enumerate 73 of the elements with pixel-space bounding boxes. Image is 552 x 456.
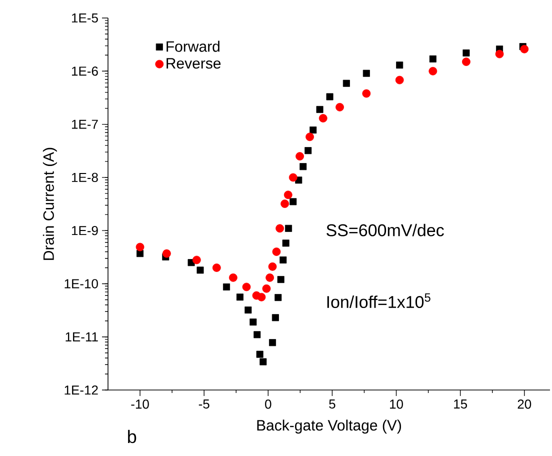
point	[462, 58, 470, 66]
x-tick-label: 15	[454, 400, 467, 409]
y-tick-label: 1E-10	[64, 279, 98, 288]
point	[290, 198, 297, 206]
point	[296, 152, 304, 160]
y-tick-label: 1E-6	[72, 66, 98, 76]
point	[316, 106, 324, 113]
point	[192, 256, 201, 264]
point	[520, 44, 529, 54]
point	[284, 190, 292, 200]
x-axis-title: Back-gate Voltage (V)	[257, 420, 401, 434]
y-tick-label: 1E-9	[72, 226, 98, 236]
x-tick-label: 10	[390, 400, 403, 409]
x-tick-label: -10	[131, 400, 149, 409]
point	[362, 70, 370, 77]
point	[196, 266, 204, 274]
point	[254, 331, 261, 338]
annotation: Ion/Ioff=1x10$^{5}$	[327, 293, 430, 308]
point	[212, 264, 221, 272]
point	[250, 318, 257, 326]
point	[362, 89, 371, 98]
point	[268, 262, 277, 271]
point	[242, 282, 251, 292]
point	[318, 114, 328, 122]
point	[300, 163, 307, 170]
point	[136, 242, 144, 252]
y-tick-label: 1E-11	[66, 332, 98, 342]
point	[310, 126, 317, 134]
point	[274, 294, 282, 302]
point	[342, 80, 350, 87]
point	[285, 224, 292, 232]
point	[272, 314, 279, 322]
x-tick-label: 0	[265, 400, 272, 409]
point	[244, 306, 252, 314]
text: b	[128, 430, 136, 444]
point	[304, 147, 312, 154]
legend-label: Forward	[166, 40, 220, 52]
point	[223, 283, 230, 290]
point	[269, 339, 276, 346]
point	[276, 224, 284, 233]
x-tick-label: -5	[198, 400, 210, 409]
point	[272, 248, 281, 256]
point	[257, 292, 266, 302]
point	[288, 173, 298, 182]
point	[326, 93, 334, 100]
point	[266, 273, 274, 282]
point	[395, 76, 404, 84]
point	[162, 249, 171, 258]
point	[462, 49, 470, 56]
y-tick-label: 1E-8	[72, 172, 98, 182]
x-tick-label: 20	[518, 400, 532, 409]
point	[336, 102, 344, 112]
legend-label: Reverse	[166, 58, 221, 69]
point	[280, 256, 287, 264]
y-axis-title: Drain Current (A)	[42, 148, 57, 260]
point	[282, 240, 290, 247]
point	[277, 276, 284, 284]
point	[256, 350, 264, 358]
point	[280, 200, 289, 208]
point	[260, 358, 267, 366]
y-tick-label: 1E-5	[72, 13, 98, 23]
point	[306, 132, 314, 142]
point	[262, 284, 271, 293]
y-tick-label: 1E-7	[72, 120, 98, 129]
point	[495, 50, 504, 58]
point	[428, 66, 438, 76]
annotation: SS=600mV/dec	[326, 224, 444, 236]
y-tick-label: 1E-12	[64, 385, 98, 395]
x-tick-label: 5	[329, 400, 336, 409]
point	[396, 62, 404, 69]
point	[228, 273, 238, 282]
point	[236, 294, 244, 301]
point	[429, 55, 436, 62]
